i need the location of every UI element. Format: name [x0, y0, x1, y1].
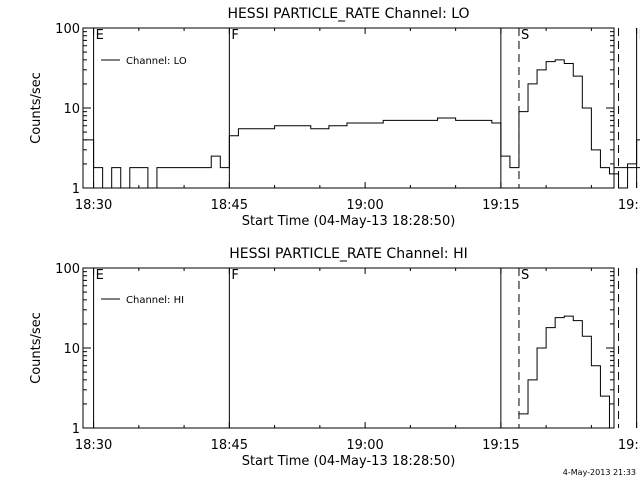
x-axis-label: Start Time (04-May-13 18:28:50): [242, 214, 456, 229]
data-series-line: [84, 59, 640, 189]
x-tick-label: 18:30: [75, 438, 112, 453]
y-tick-label: 1: [72, 422, 80, 437]
x-tick-label: 19:15: [482, 438, 519, 453]
x-tick-label: 18:45: [211, 198, 248, 213]
plot-frame: [82, 267, 615, 429]
y-tick-label: 10: [63, 342, 80, 357]
x-tick-label: 19:15: [482, 198, 519, 213]
event-marker-label: S: [521, 28, 529, 43]
event-marker-label: F: [231, 28, 238, 43]
data-series-line: [518, 315, 614, 429]
y-axis-label: Counts/sec: [29, 312, 44, 384]
x-tick-label: 19:00: [346, 438, 383, 453]
event-marker-label: S: [521, 268, 529, 283]
chart-panel-lo: HESSI PARTICLE_RATE Channel: LO 18:30 18:4…: [29, 6, 640, 229]
x-tick-label: 19:30: [618, 438, 640, 453]
y-tick-label: 100: [55, 22, 80, 37]
x-tick-label: 19:00: [346, 198, 383, 213]
x-tick-label: 19:30: [618, 198, 640, 213]
y-tick-label: 100: [55, 262, 80, 277]
event-marker-label: F: [639, 28, 640, 43]
event-marker-label: F: [231, 268, 238, 283]
plot-frame: [82, 27, 615, 189]
legend-label: Channel: LO: [126, 56, 187, 67]
footer-timestamp: 4-May-2013 21:33: [563, 468, 636, 477]
x-tick-label: 18:30: [75, 198, 112, 213]
chart-title: HESSI PARTICLE_RATE Channel: HI: [229, 246, 467, 262]
chart-panel-hi: HESSI PARTICLE_RATE Channel: HI 18:30 18:4…: [29, 246, 640, 469]
legend-label: Channel: HI: [126, 295, 184, 306]
x-axis-label: Start Time (04-May-13 18:28:50): [242, 454, 456, 469]
y-tick-label: 1: [72, 182, 80, 197]
event-marker-label: E: [96, 28, 104, 43]
x-tick-label: 18:45: [211, 438, 248, 453]
y-axis-label: Counts/sec: [29, 72, 44, 144]
chart-title: HESSI PARTICLE_RATE Channel: LO: [227, 6, 469, 22]
event-marker-label: E: [96, 268, 104, 283]
y-tick-label: 10: [63, 102, 80, 117]
